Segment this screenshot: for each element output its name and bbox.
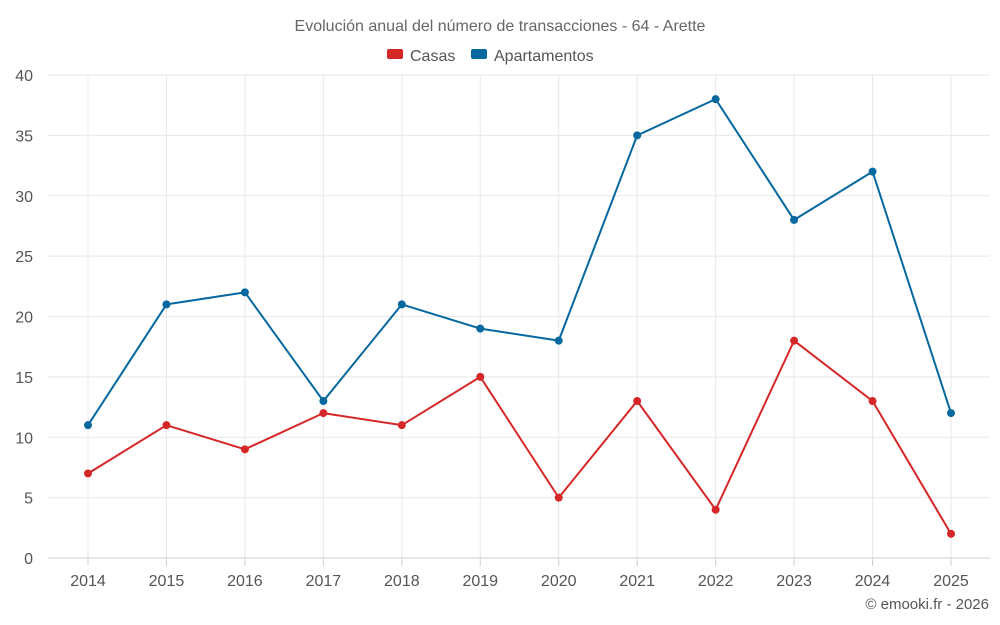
data-point-casas[interactable]: [162, 421, 171, 430]
data-point-casas[interactable]: [240, 445, 249, 454]
data-point-apartamentos[interactable]: [711, 95, 720, 104]
x-tick-label: 2015: [149, 573, 185, 590]
x-tick-label: 2022: [698, 573, 734, 590]
legend-item-apartamentos[interactable]: Apartamentos: [471, 48, 594, 65]
data-point-apartamentos[interactable]: [397, 300, 406, 309]
data-point-casas[interactable]: [790, 336, 799, 345]
data-point-casas[interactable]: [554, 493, 563, 502]
series-line-apartamentos: [87, 98, 952, 426]
data-point-casas[interactable]: [84, 469, 92, 478]
data-point-casas[interactable]: [319, 409, 328, 418]
grid: [48, 74, 990, 558]
chart-title: Evolución anual del número de transaccio…: [295, 18, 706, 35]
data-point-apartamentos[interactable]: [868, 167, 877, 176]
legend-swatch-apartamentos: [471, 49, 487, 59]
x-tick-label: 2016: [227, 573, 263, 590]
y-tick-label: 35: [15, 128, 33, 145]
x-tick-label: 2021: [619, 573, 655, 590]
legend-label-apartamentos: Apartamentos: [494, 48, 594, 65]
y-tick-label: 20: [15, 310, 33, 327]
x-tick-label: 2014: [70, 573, 106, 590]
legend-swatch-casas: [387, 49, 403, 59]
y-tick-label: 30: [15, 189, 33, 206]
data-point-casas[interactable]: [397, 421, 406, 430]
y-tick-label: 0: [24, 551, 33, 568]
data-point-casas[interactable]: [868, 397, 877, 406]
data-point-apartamentos[interactable]: [84, 421, 92, 430]
data-point-apartamentos[interactable]: [162, 300, 171, 309]
data-point-apartamentos[interactable]: [319, 397, 328, 406]
series-layer: [84, 95, 955, 538]
y-tick-label: 25: [15, 249, 33, 266]
x-tick-label: 2025: [933, 573, 969, 590]
series-casas: [84, 336, 955, 538]
data-point-apartamentos[interactable]: [240, 288, 249, 297]
data-point-casas[interactable]: [711, 505, 720, 514]
y-tick-label: 40: [15, 68, 33, 85]
x-tick-label: 2017: [306, 573, 342, 590]
data-point-apartamentos[interactable]: [947, 409, 955, 418]
legend-item-casas[interactable]: Casas: [387, 48, 455, 65]
y-tick-label: 5: [24, 491, 33, 508]
x-tick-label: 2024: [855, 573, 891, 590]
series-apartamentos: [84, 95, 955, 430]
x-tick-label: 2020: [541, 573, 577, 590]
x-tick-label: 2023: [776, 573, 812, 590]
data-point-casas[interactable]: [633, 397, 642, 406]
data-point-casas[interactable]: [947, 529, 955, 538]
y-tick-label: 15: [15, 370, 33, 387]
data-point-apartamentos[interactable]: [790, 215, 799, 224]
series-line-casas: [87, 339, 952, 535]
data-point-apartamentos[interactable]: [633, 131, 642, 140]
x-tick-label: 2018: [384, 573, 420, 590]
data-point-apartamentos[interactable]: [476, 324, 485, 333]
credit-text: © emooki.fr - 2026: [865, 596, 989, 613]
data-point-apartamentos[interactable]: [554, 336, 563, 345]
x-tick-label: 2019: [462, 573, 498, 590]
legend-label-casas: Casas: [410, 48, 455, 65]
legend: Casas Apartamentos: [387, 48, 594, 65]
y-tick-label: 10: [15, 430, 33, 447]
data-point-casas[interactable]: [476, 372, 485, 381]
